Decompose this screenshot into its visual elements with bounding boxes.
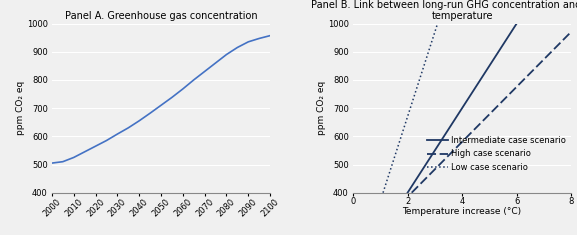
Y-axis label: ppm CO₂ eq: ppm CO₂ eq [16,81,25,135]
Title: Panel A. Greenhouse gas concentration: Panel A. Greenhouse gas concentration [65,11,257,21]
Title: Panel B. Link between long-run GHG concentration and global
temperature: Panel B. Link between long-run GHG conce… [310,0,577,21]
Y-axis label: ppm CO₂ eq: ppm CO₂ eq [317,81,327,135]
X-axis label: Temperature increase (°C): Temperature increase (°C) [403,207,522,216]
Legend: Intermediate case scenario, High case scenario, Low case scenario: Intermediate case scenario, High case sc… [424,133,569,175]
